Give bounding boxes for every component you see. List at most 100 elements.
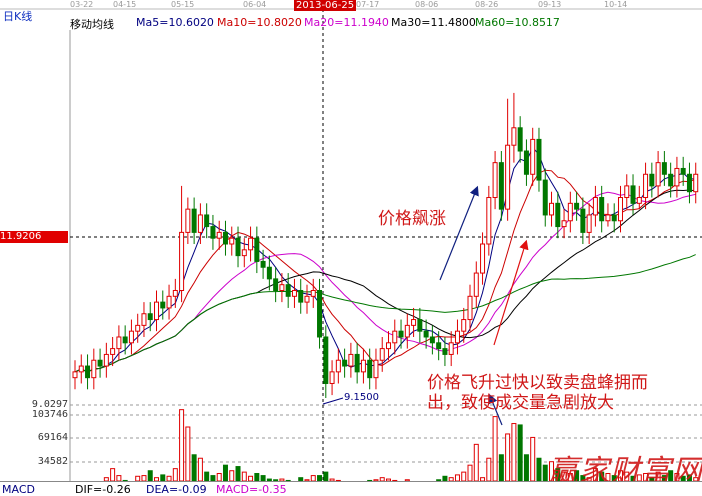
candlestick xyxy=(323,325,329,399)
candlestick xyxy=(348,342,354,378)
candlesticks xyxy=(72,92,699,399)
volume-bar xyxy=(229,470,235,482)
date-tick-label: 03-22 xyxy=(70,0,94,9)
volume-bar xyxy=(492,416,498,482)
candle-body xyxy=(222,231,228,245)
candlestick xyxy=(448,331,454,367)
volume-bar xyxy=(555,468,561,482)
candle-body xyxy=(78,365,84,373)
volume-bar xyxy=(329,478,335,482)
volume-bar xyxy=(279,478,285,482)
volume-bar xyxy=(197,457,203,482)
candle-body xyxy=(561,220,567,228)
volume-bar xyxy=(367,479,373,482)
candlestick xyxy=(248,226,254,262)
candle-body xyxy=(116,336,122,350)
candle-body xyxy=(461,319,467,332)
candlestick xyxy=(542,168,548,227)
ma10-value: Ma10=10.8020 xyxy=(217,16,302,29)
volume-bar xyxy=(179,409,185,482)
candle-body xyxy=(367,359,373,379)
candle-body xyxy=(674,167,680,187)
candle-body xyxy=(185,208,191,233)
low-price-marker: 9.1500 xyxy=(344,392,379,403)
ma60-line xyxy=(74,254,696,373)
candlestick xyxy=(179,185,185,303)
indicator-label: 移动均线 xyxy=(70,18,114,31)
candle-body xyxy=(530,138,536,175)
candle-body xyxy=(505,144,511,210)
volume-axis-label: 69164 xyxy=(37,432,68,443)
candle-body xyxy=(486,197,492,245)
volume-bar xyxy=(285,479,291,482)
candlestick xyxy=(260,249,266,279)
period-label[interactable]: 日K线 xyxy=(3,10,33,23)
candlestick xyxy=(655,151,661,198)
volume-bar xyxy=(549,461,555,482)
candlestick xyxy=(222,220,228,256)
annotation-overlay xyxy=(322,185,529,426)
footer-bar xyxy=(0,481,702,496)
crosshair-price-label: 11.9206 xyxy=(0,231,68,243)
volume-bar xyxy=(254,473,260,482)
volume-bar xyxy=(216,473,222,482)
volume-bar xyxy=(617,470,623,482)
volume-bar xyxy=(480,477,486,482)
macd-value: MACD=-0.35 xyxy=(216,483,287,496)
candlestick xyxy=(549,191,555,227)
candlestick xyxy=(291,278,297,308)
volume-axis-label: 34582 xyxy=(37,456,68,467)
volume-bar xyxy=(222,464,228,482)
candlestick xyxy=(204,203,210,239)
candlestick xyxy=(273,267,279,303)
candlestick xyxy=(91,348,97,390)
candlestick xyxy=(523,139,529,186)
volume-bar xyxy=(172,468,178,482)
candle-body xyxy=(411,319,417,326)
candle-body xyxy=(335,359,341,373)
candle-body xyxy=(235,237,241,257)
candle-body xyxy=(291,289,297,297)
candle-body xyxy=(454,330,460,344)
candlestick xyxy=(254,226,260,274)
candlestick xyxy=(386,331,391,361)
volume-bar xyxy=(436,479,442,482)
candlestick xyxy=(417,307,423,343)
volume-axis-label: 103746 xyxy=(31,409,68,420)
volume-bar xyxy=(266,478,272,482)
macd-label[interactable]: MACD xyxy=(2,483,35,496)
candlestick xyxy=(624,174,630,210)
volume-bar xyxy=(517,424,523,482)
volume-bar xyxy=(668,470,674,482)
volume-bar xyxy=(461,471,467,482)
candlestick xyxy=(78,354,84,384)
candle-body xyxy=(680,167,686,175)
candle-body xyxy=(135,324,141,332)
candlestick xyxy=(599,185,605,233)
candlestick xyxy=(536,127,542,192)
candle-body xyxy=(166,295,172,309)
volume-bar xyxy=(586,477,592,482)
candlestick xyxy=(505,98,511,221)
candlestick xyxy=(580,197,586,245)
volume-bar xyxy=(448,477,454,482)
date-tick-label: 08-06 xyxy=(415,0,439,9)
volume-arrow xyxy=(488,393,503,426)
candle-body xyxy=(85,365,91,379)
volume-bar xyxy=(379,477,385,482)
candlestick xyxy=(103,342,109,378)
date-tick-label: 10-14 xyxy=(604,0,628,9)
ma5-line xyxy=(74,146,696,373)
candlestick xyxy=(498,151,504,221)
candle-body xyxy=(110,348,116,355)
annotation-explain-line1: 价格飞升过快以致卖盘蜂拥而 xyxy=(427,373,648,393)
candlestick xyxy=(85,354,91,390)
volume-bar xyxy=(592,468,598,482)
volume-bar xyxy=(235,466,241,482)
volume-bar xyxy=(574,470,580,482)
volume-bar xyxy=(599,471,605,482)
candlestick xyxy=(511,92,517,163)
candle-body xyxy=(323,336,329,384)
volume-bar xyxy=(693,477,699,482)
